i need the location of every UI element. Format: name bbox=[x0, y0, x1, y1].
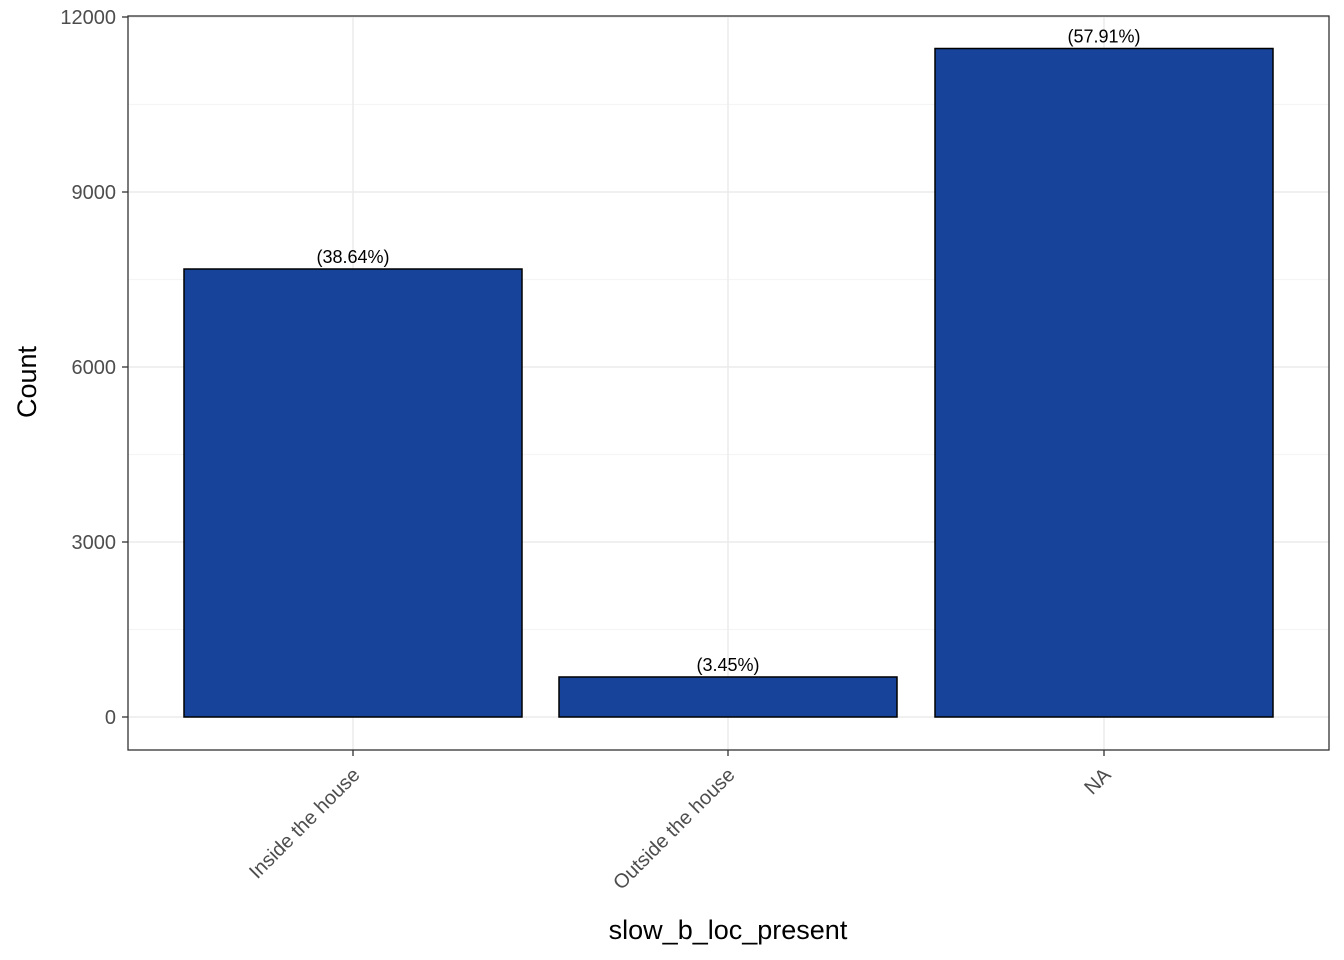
y-tick-label: 9000 bbox=[72, 182, 117, 204]
bar bbox=[558, 676, 898, 718]
y-axis: 0 3000 6000 9000 12000 bbox=[60, 7, 128, 729]
y-axis-title: Count bbox=[12, 345, 42, 418]
data-labels: (38.64%) (3.45%) (57.91%) bbox=[316, 27, 1140, 675]
data-label: (38.64%) bbox=[316, 247, 389, 267]
bars bbox=[183, 47, 1274, 718]
bar bbox=[183, 268, 523, 718]
y-tick-label: 0 bbox=[105, 707, 116, 729]
y-tick-label: 6000 bbox=[72, 357, 117, 379]
y-tick-label: 12000 bbox=[60, 7, 116, 29]
x-axis-title: slow_b_loc_present bbox=[609, 915, 848, 945]
y-tick-label: 3000 bbox=[72, 532, 117, 554]
data-label: (3.45%) bbox=[696, 655, 759, 675]
bar bbox=[934, 47, 1274, 718]
data-label: (57.91%) bbox=[1067, 27, 1140, 47]
